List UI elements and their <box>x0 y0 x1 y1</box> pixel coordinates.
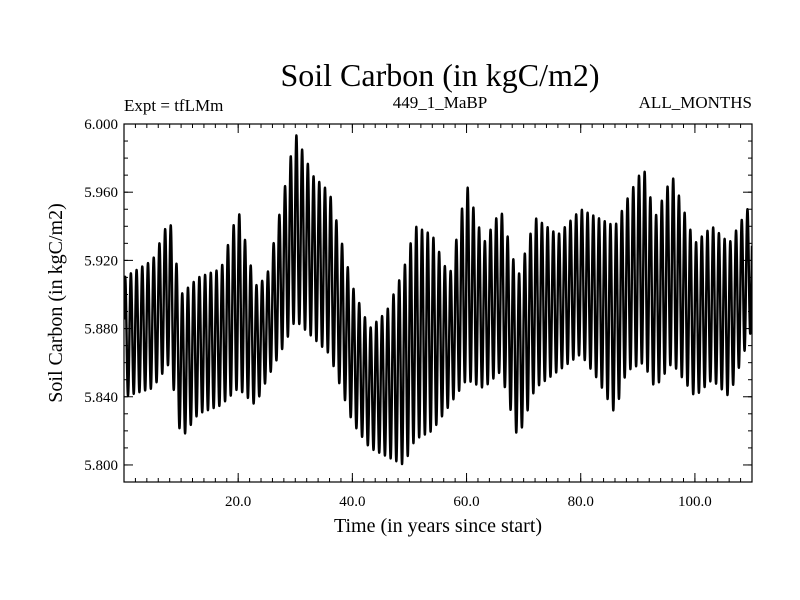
experiment-label: Expt = tfLMm <box>124 96 223 115</box>
y-tick-label: 5.800 <box>84 458 118 474</box>
y-tick-label: 6.000 <box>84 117 118 133</box>
x-tick-label: 100.0 <box>678 494 712 510</box>
chart-title: Soil Carbon (in kgC/m2) <box>280 57 599 93</box>
y-tick-label: 5.880 <box>84 322 118 338</box>
x-tick-label: 60.0 <box>453 494 479 510</box>
y-axis-label: Soil Carbon (in kgC/m2) <box>45 203 67 402</box>
x-tick-labels: 20.0 40.0 60.0 80.0 100.0 <box>225 494 712 510</box>
x-tick-label: 20.0 <box>225 494 251 510</box>
x-axis-label: Time (in years since start) <box>334 515 542 537</box>
x-tick-label: 40.0 <box>339 494 365 510</box>
y-tick-label: 5.960 <box>84 185 118 201</box>
months-label: ALL_MONTHS <box>639 93 752 112</box>
y-tick-label: 5.840 <box>84 390 118 406</box>
plot-frame <box>123 123 753 483</box>
x-tick-label: 80.0 <box>568 494 594 510</box>
y-tick-label: 5.920 <box>84 253 118 269</box>
soil-carbon-series-line <box>124 134 752 466</box>
run-id-label: 449_1_MaBP <box>393 93 487 112</box>
y-tick-labels: 5.800 5.840 5.880 5.920 5.960 6.000 <box>84 117 118 474</box>
